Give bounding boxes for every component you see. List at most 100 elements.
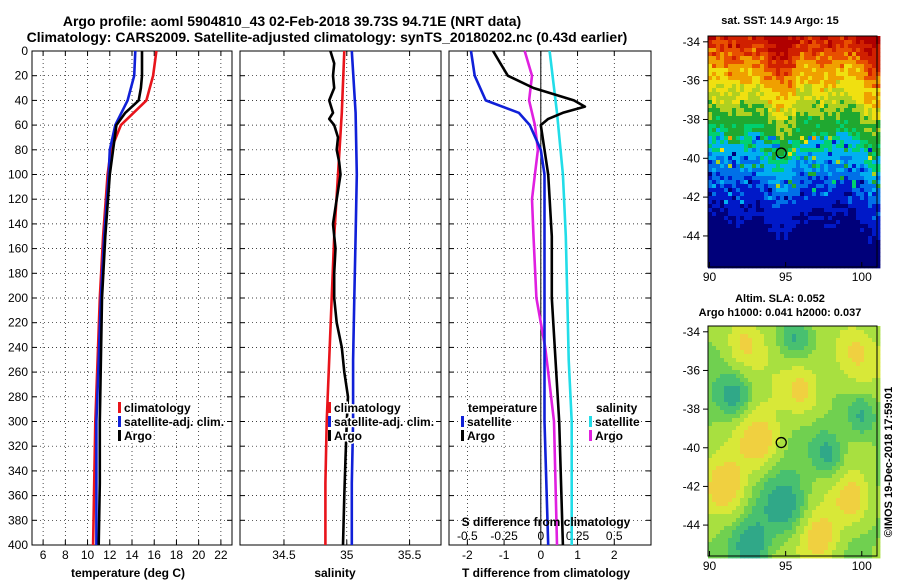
sst-map-cell	[868, 140, 873, 145]
sst-map-cell	[720, 140, 725, 145]
sla-map-cell	[840, 466, 845, 471]
sst-map-cell	[808, 264, 813, 269]
sst-map-cell	[788, 64, 793, 69]
sla-map-cell	[744, 466, 749, 471]
sst-map-cell	[860, 216, 865, 221]
sst-map-cell	[796, 204, 801, 209]
sla-map-cell	[748, 334, 753, 339]
sst-map-cell	[740, 140, 745, 145]
sla-map-cell	[860, 446, 865, 451]
sst-map-cell	[768, 128, 773, 133]
sla-map-cell	[808, 422, 813, 427]
sst-map-cell	[876, 232, 881, 237]
sla-map-cell	[796, 514, 801, 519]
sla-map-cell	[720, 474, 725, 479]
sla-map-cell	[756, 454, 761, 459]
sst-map-cell	[712, 76, 717, 81]
sla-map-cell	[820, 334, 825, 339]
sst-map-cell	[708, 260, 713, 265]
sla-map-cell	[844, 334, 849, 339]
sla-map-cell	[836, 398, 841, 403]
sst-map-cell	[836, 252, 841, 257]
sla-map-cell	[796, 390, 801, 395]
sla-map-cell	[804, 446, 809, 451]
sst-map-cell	[764, 148, 769, 153]
sla-map-cell	[848, 366, 853, 371]
sla-map-cell	[768, 430, 773, 435]
sst-map-cell	[748, 252, 753, 257]
sst-map-cell	[760, 92, 765, 97]
sla-map-cell	[824, 466, 829, 471]
sla-map-cell	[796, 458, 801, 463]
sla-map-cell	[828, 498, 833, 503]
sla-map-cell	[816, 402, 821, 407]
sst-map-cell	[720, 84, 725, 89]
sla-map-cell	[804, 382, 809, 387]
sst-map-cell	[784, 188, 789, 193]
sla-map-cell	[748, 478, 753, 483]
sla-map-cell	[752, 406, 757, 411]
sla-map-cell	[876, 390, 881, 395]
sst-map-cell	[760, 76, 765, 81]
sst-map-cell	[868, 108, 873, 113]
sst-map-cell	[796, 48, 801, 53]
sst-map-cell	[744, 168, 749, 173]
sst-map-cell	[736, 44, 741, 49]
sst-map-cell	[772, 140, 777, 145]
sst-map-cell	[780, 184, 785, 189]
sla-map-cell	[836, 406, 841, 411]
sla-map-cell	[720, 506, 725, 511]
sst-map-cell	[748, 120, 753, 125]
temperature-tick-label: 20	[192, 548, 206, 562]
sla-map-cell	[804, 334, 809, 339]
sla-map-cell	[740, 350, 745, 355]
sla-map-cell	[732, 466, 737, 471]
sst-map-cell	[840, 108, 845, 113]
sst-map-cell	[784, 212, 789, 217]
sla-map-cell	[748, 382, 753, 387]
sla-map-cell	[744, 370, 749, 375]
sla-map-cell	[772, 522, 777, 527]
sst-map-cell	[756, 112, 761, 117]
sst-map-cell	[876, 148, 881, 153]
sla-map-cell	[724, 478, 729, 483]
sla-map-cell	[780, 498, 785, 503]
sla-map-cell	[820, 462, 825, 467]
sst-map-cell	[752, 204, 757, 209]
sla-map-cell	[760, 510, 765, 515]
sla-map-cells	[708, 326, 881, 559]
sst-map-cell	[756, 100, 761, 105]
temperature-argo-legend-label: Argo	[124, 429, 152, 443]
sla-map-cell	[824, 366, 829, 371]
sst-map-cell	[724, 64, 729, 69]
sla-map-cell	[744, 470, 749, 475]
sla-map-cell	[876, 518, 881, 523]
sla-map-cell	[836, 462, 841, 467]
sst-map-cell	[784, 56, 789, 61]
sla-map-cell	[852, 402, 857, 407]
sla-map-cell	[712, 502, 717, 507]
temperature-tick-label: 22	[214, 548, 228, 562]
sla-map-cell	[816, 334, 821, 339]
sst-map-cell	[724, 132, 729, 137]
sst-map-cell	[868, 112, 873, 117]
sst-map-cell	[752, 84, 757, 89]
sst-map-cell	[792, 104, 797, 109]
sst-map-cell	[832, 188, 837, 193]
sla-map-cell	[764, 390, 769, 395]
sst-map-cell	[852, 112, 857, 117]
sst-map-cell	[812, 132, 817, 137]
sst-map-cell	[808, 200, 813, 205]
sla-map-cell	[864, 458, 869, 463]
sst-map-cell	[816, 120, 821, 125]
sst-map-cell	[720, 220, 725, 225]
sst-map-cell	[836, 180, 841, 185]
sla-map-cell	[836, 378, 841, 383]
sst-map-cell	[720, 188, 725, 193]
sla-map-cell	[756, 462, 761, 467]
sst-map-cell	[848, 108, 853, 113]
sst-map-cell	[820, 252, 825, 257]
sst-map-cell	[840, 164, 845, 169]
sla-map-cell	[820, 382, 825, 387]
sst-map-cell	[720, 252, 725, 257]
